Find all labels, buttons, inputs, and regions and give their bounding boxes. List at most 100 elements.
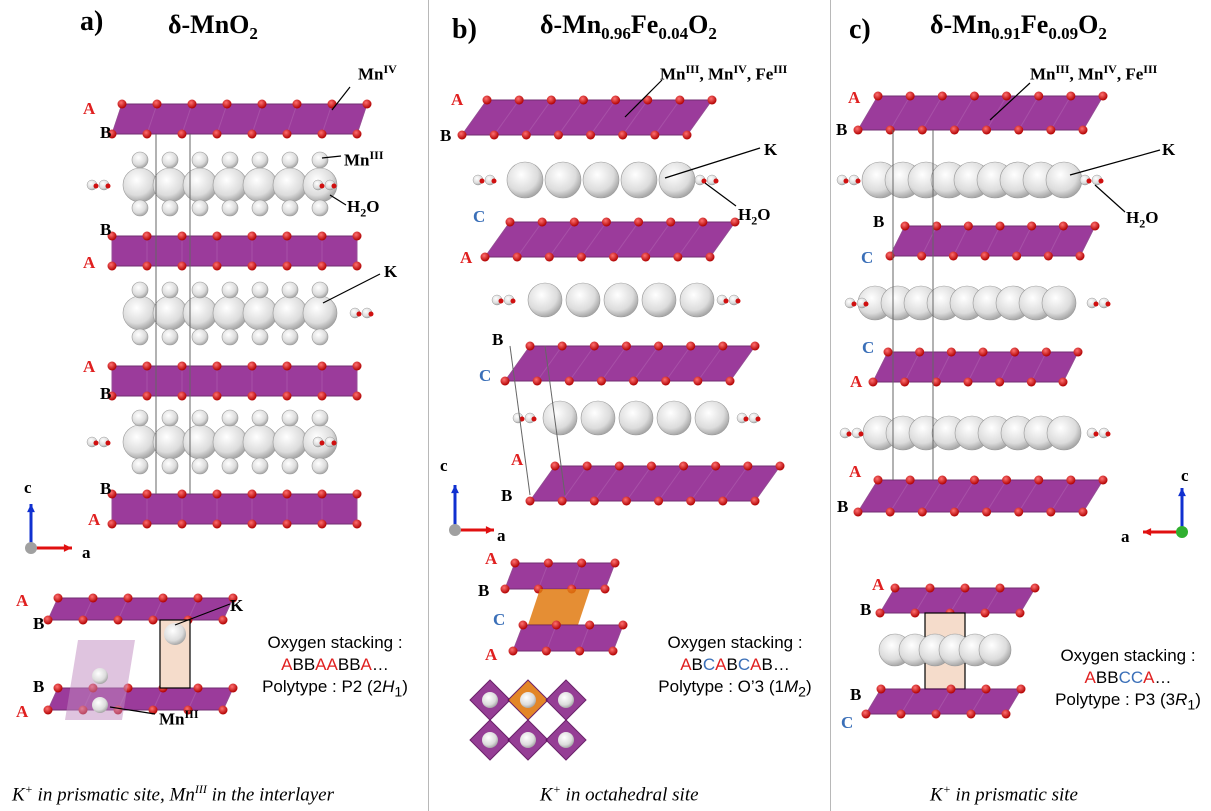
label-mix-c-s3: III: [1143, 62, 1158, 76]
mn-layer-a1-oxygen: [247, 129, 257, 139]
mn3-sphere-a3: [281, 409, 299, 427]
mn3-sphere-a: [251, 199, 269, 217]
mn-layer-b2-oxygen: [576, 252, 586, 262]
mn-layer-a3-oxygen: [177, 361, 187, 371]
mn-layer-b2-oxygen: [609, 252, 619, 262]
axis-c-arrow-b-head: [451, 485, 459, 494]
mn3-sphere-a: [161, 199, 179, 217]
mn-layer-b1-oxygen: [643, 95, 653, 105]
mn-layer-c3-oxygen: [1010, 347, 1020, 357]
title-c-3: Fe: [1020, 10, 1049, 39]
mn-layer-b2-oxygen: [544, 252, 554, 262]
mn-layer-b3-oxygen: [725, 376, 735, 386]
caption-b-1: K: [540, 784, 553, 806]
title-b-4: 0.04: [658, 24, 689, 44]
inset-layer-c2-edge: [970, 688, 987, 715]
inset-layer-c1-oxygen: [910, 608, 920, 618]
leader-mn3-a: [321, 155, 342, 159]
title-b-3: Fe: [630, 10, 659, 39]
mn3-sphere-a: [131, 151, 149, 169]
mn-layer-b4-oxygen: [589, 496, 599, 506]
mn-layer-a1-oxygen: [257, 99, 267, 109]
polytype-c-text: Polytype : P3 (3: [1055, 690, 1176, 709]
k-sphere-b3: [580, 400, 616, 436]
mn-layer-b4-oxygen: [679, 461, 689, 471]
stacking-letter: A: [680, 655, 692, 674]
mn3-sphere-a3: [281, 457, 299, 475]
mn-layer-b4-oxygen: [775, 461, 785, 471]
label-mix-c: MnIII, MnIV, FeIII: [1030, 62, 1157, 85]
stack-c-8: B: [837, 497, 849, 516]
mn3-sphere-a3: [161, 409, 179, 427]
polyhedron-b-center: [558, 692, 574, 708]
water-b2-o: [723, 298, 729, 304]
inset-layer-b2-oxygen: [518, 620, 528, 630]
inset-stack-b-1: A: [485, 549, 498, 568]
label-h2o-b-1: H: [738, 205, 752, 224]
mn-layer-a1-edge: [111, 103, 123, 135]
water-a2-o: [356, 311, 362, 317]
k-water-sphere-a: [242, 167, 278, 203]
oxygen-stacking-seq-b: ABCABCAB…: [645, 654, 825, 676]
mn3-sphere-a: [191, 151, 209, 169]
water-c3-o: [1105, 431, 1111, 437]
stack-b-5: B: [492, 330, 504, 349]
oxygen-stacking-seq-a: ABBAABBA…: [250, 654, 420, 676]
mn3-sphere-a3: [131, 409, 149, 427]
mn-layer-b2-edge: [613, 221, 639, 258]
inset-layer-c2-oxygen: [966, 709, 976, 719]
caption-a-2: in prismatic site, Mn: [32, 784, 195, 806]
inset-layer-c2-oxygen: [911, 684, 921, 694]
k-sphere-c3: [1046, 415, 1082, 451]
mn-layer-c1-oxygen: [982, 125, 992, 135]
mn-layer-c4-edge: [921, 479, 943, 513]
inset-layer-a1-oxygen: [113, 615, 123, 625]
inset-layer-a1-oxygen: [218, 615, 228, 625]
mn-layer-b3-oxygen: [596, 376, 606, 386]
mn-layer-a3-oxygen: [107, 391, 117, 401]
mn3-sphere-a3: [251, 457, 269, 475]
mn-layer-b4-oxygen: [718, 496, 728, 506]
water-b3-o: [743, 416, 749, 422]
mn3-sphere-a: [281, 199, 299, 217]
mn-layer-a2-oxygen: [212, 231, 222, 241]
water-c3-o: [846, 431, 852, 437]
stack-c-3: B: [873, 212, 885, 231]
mn-layer-a1-oxygen: [292, 99, 302, 109]
mn-layer-b2-oxygen: [480, 252, 490, 262]
k-water-sphere-a3: [242, 424, 278, 460]
mn-layer-b2-edge: [677, 221, 704, 258]
mn-layer-c4-oxygen: [982, 507, 992, 517]
mn-layer-c4-edge: [889, 479, 911, 513]
mn-layer-a4-oxygen: [107, 519, 117, 529]
mn-layer-b1-oxygen: [682, 130, 692, 140]
label-h2o-c: H2O: [1126, 208, 1158, 231]
mn-layer-c3-oxygen: [1026, 377, 1036, 387]
mn3-sphere-a3: [221, 409, 239, 427]
stacking-letter: B: [1095, 668, 1108, 687]
mn-layer-c1-edge: [1082, 95, 1104, 131]
mn-layer-c1-oxygen: [937, 91, 947, 101]
caption-c-sup: +: [942, 782, 951, 796]
mn-layer-a1-edge: [286, 103, 298, 135]
mn-layer-b3-oxygen: [654, 341, 664, 351]
mn-layer-c4-oxygen: [873, 475, 883, 485]
mn-layer-c2-oxygen: [1012, 251, 1022, 261]
k-water-sphere-a: [152, 167, 188, 203]
mn-layer-a2-oxygen: [317, 261, 327, 271]
inset-stack-a-3: B: [33, 677, 45, 696]
label-mn-iv-a: MnIV: [358, 62, 397, 85]
mn-layer-b3-oxygen: [525, 341, 535, 351]
mn-layer-c1-edge: [1050, 95, 1072, 131]
mn-layer-b3-oxygen: [693, 376, 703, 386]
mn-layer-b4-oxygen: [614, 461, 624, 471]
oxygen-stacking-info-a: Oxygen stacking : ABBAABBA… Polytype : P…: [250, 632, 420, 703]
mn-layer-b3: [504, 345, 756, 382]
mn-layer-c3-oxygen: [883, 347, 893, 357]
mn-layer-c2-edge: [984, 225, 1001, 257]
label-mix-b-2: , Mn: [699, 64, 734, 84]
mn-layer-b4-edge: [626, 465, 652, 502]
mn-layer-b3-oxygen: [564, 376, 574, 386]
mn-layer-b1-edge: [461, 99, 488, 136]
mn3-sphere-a2: [161, 281, 179, 299]
